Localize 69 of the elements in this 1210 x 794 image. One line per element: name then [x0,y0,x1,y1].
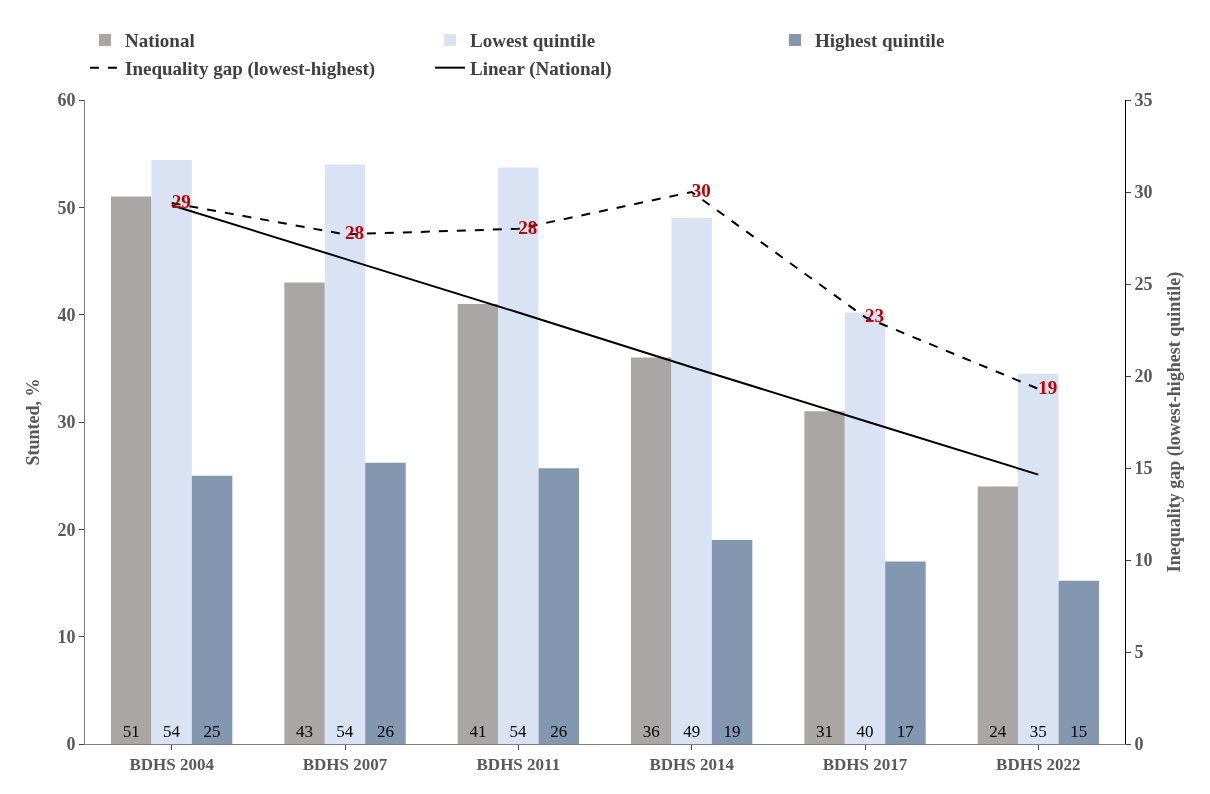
data-label: 36 [642,722,660,741]
legend-label: Highest quintile [815,30,945,52]
data-label: 54 [162,722,181,741]
y2-axis-title: Inequality gap (lowest-highest quintile) [1164,271,1185,573]
y2-tick-label: 30 [1134,182,1153,203]
data-label: 43 [296,722,314,741]
x-tick-label: BDHS 2011 [476,755,561,775]
data-label: 54 [336,722,354,741]
x-tick-label: BDHS 2014 [649,755,735,775]
y2-tick-label: 10 [1134,550,1153,571]
bar [284,282,325,744]
bar [804,411,845,744]
data-label: 25 [203,722,221,741]
y2-tick-label: 15 [1134,458,1153,479]
y-tick-label: 60 [57,90,76,111]
data-label: 15 [1070,722,1088,741]
y2-tick-label: 20 [1134,366,1153,387]
bar [671,218,712,744]
x-tick-label: BDHS 2022 [996,755,1081,775]
bar [457,303,499,744]
data-label: 24 [989,722,1007,741]
bar [1018,373,1059,744]
y2-tick-label: 35 [1134,90,1153,111]
data-label: 40 [856,722,874,741]
bar [631,357,672,744]
legend-label: Linear (National) [470,58,612,81]
y2-tick-label: 5 [1134,642,1144,663]
bar [977,486,1019,744]
bar [885,561,926,744]
bar [151,160,192,744]
data-label: 35 [1029,722,1047,741]
x-tick-label: BDHS 2007 [302,755,388,775]
y-tick-label: 0 [66,734,76,755]
bar [365,462,406,744]
data-label: 30 [691,179,711,201]
x-tick-label: BDHS 2017 [822,755,908,775]
bar [1058,580,1099,744]
y2-tick-label: 0 [1134,734,1144,755]
bar [191,475,233,744]
y2-tick-label: 25 [1134,274,1153,295]
bar [498,167,539,744]
bar [324,164,366,744]
data-label: 26 [376,722,394,741]
bar [111,196,152,744]
data-label: 19 [723,722,741,741]
y-tick-label: 10 [57,626,76,647]
data-label: 51 [122,722,140,741]
data-label: 49 [683,722,701,741]
bar [711,540,753,744]
y-tick-label: 40 [57,304,76,325]
data-label: 31 [816,722,834,741]
legend-label: Lowest quintile [470,30,596,52]
data-label: 19 [1038,376,1058,398]
data-label: 17 [896,722,915,741]
data-label: 28 [345,222,364,244]
data-label: 26 [550,722,568,741]
y-tick-label: 50 [57,197,76,218]
data-label: 54 [509,722,528,741]
y-tick-label: 30 [57,412,76,433]
y-axis-title: Stunted, % [23,378,43,466]
data-label: 23 [865,304,884,326]
legend-label: Inequality gap (lowest-highest) [125,58,376,81]
legend-label: National [125,30,195,52]
bar [538,468,579,744]
x-tick-label: BDHS 2004 [129,755,215,775]
data-label: 28 [518,216,538,238]
data-label: 29 [171,190,191,212]
data-label: 41 [469,722,487,741]
y-tick-label: 20 [57,519,76,540]
